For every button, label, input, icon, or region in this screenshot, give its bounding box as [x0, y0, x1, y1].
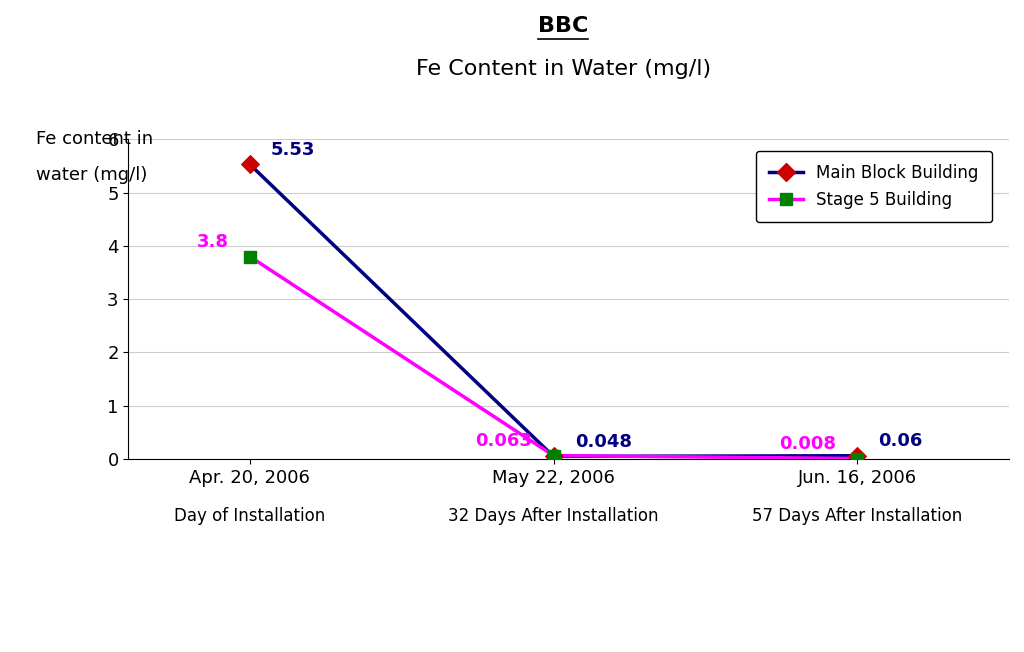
- Legend: Main Block Building, Stage 5 Building: Main Block Building, Stage 5 Building: [756, 151, 992, 222]
- Text: 3.8: 3.8: [197, 233, 228, 251]
- Text: BBC: BBC: [538, 16, 589, 37]
- Point: [849, 453, 865, 464]
- Text: 5.53: 5.53: [271, 141, 315, 159]
- Point: [242, 159, 258, 170]
- Point: [546, 451, 562, 462]
- Text: Day of Installation: Day of Installation: [174, 507, 326, 525]
- Text: Fe content in: Fe content in: [36, 130, 153, 149]
- Text: 0.008: 0.008: [779, 435, 836, 453]
- Text: 0.048: 0.048: [574, 433, 632, 451]
- Text: 32 Days After Installation: 32 Days After Installation: [449, 507, 658, 525]
- Point: [849, 451, 865, 461]
- Text: Fe Content in Water (mg/l): Fe Content in Water (mg/l): [416, 59, 711, 79]
- Point: [546, 451, 562, 461]
- Text: 57 Days After Installation: 57 Days After Installation: [752, 507, 963, 525]
- Text: 0.063: 0.063: [475, 432, 532, 451]
- Point: [242, 251, 258, 261]
- Text: 0.06: 0.06: [879, 432, 923, 451]
- Text: water (mg/l): water (mg/l): [36, 166, 147, 185]
